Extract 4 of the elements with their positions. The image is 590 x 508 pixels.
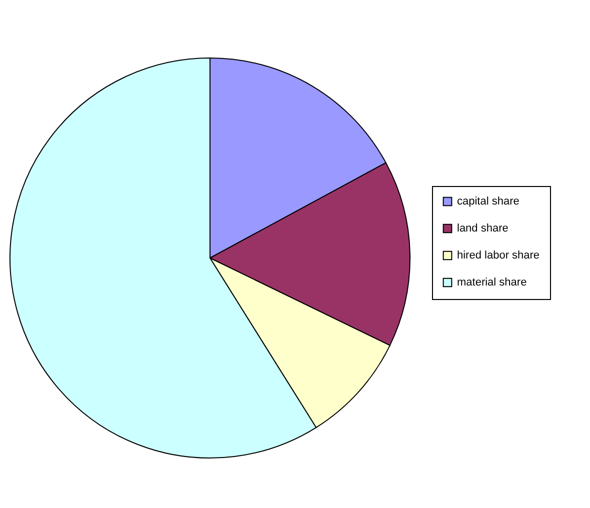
legend-label: material share bbox=[457, 276, 527, 288]
legend-label: land share bbox=[457, 222, 508, 234]
legend-label: hired labor share bbox=[457, 250, 540, 262]
legend-label: capital share bbox=[457, 196, 520, 208]
